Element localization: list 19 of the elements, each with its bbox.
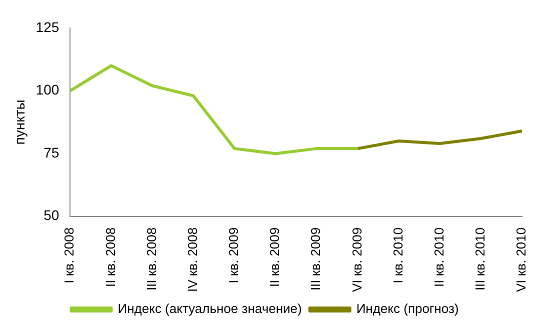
x-tick-label: I кв. 2009 [226,227,242,284]
x-tick-label: IV кв. 2008 [184,227,200,292]
x-tick-label: II кв. 2008 [102,227,118,287]
y-tick-label: 50 [44,207,60,224]
y-axis-title: пункты [11,100,28,145]
x-tick-label: I кв. 2008 [62,227,77,284]
y-tick-label: 125 [36,18,60,35]
x-tick-label: III кв. 2009 [308,227,324,291]
y-tick-label: 75 [44,144,60,160]
x-tick-label: II кв. 2010 [431,227,446,287]
legend-label: Индекс (актуальное значение) [118,301,302,316]
x-tick-label: II кв. 2009 [267,227,282,287]
x-tick-label: VI кв. 2010 [514,227,529,292]
y-tick-label: 100 [36,82,60,98]
legend-label: Индекс (прогноз) [356,301,459,316]
x-tick-label: III кв. 2008 [144,227,159,291]
x-tick-label: I кв. 2010 [390,227,406,284]
x-tick-label: III кв. 2010 [472,227,488,291]
x-tick-label: VI кв. 2009 [349,227,364,292]
